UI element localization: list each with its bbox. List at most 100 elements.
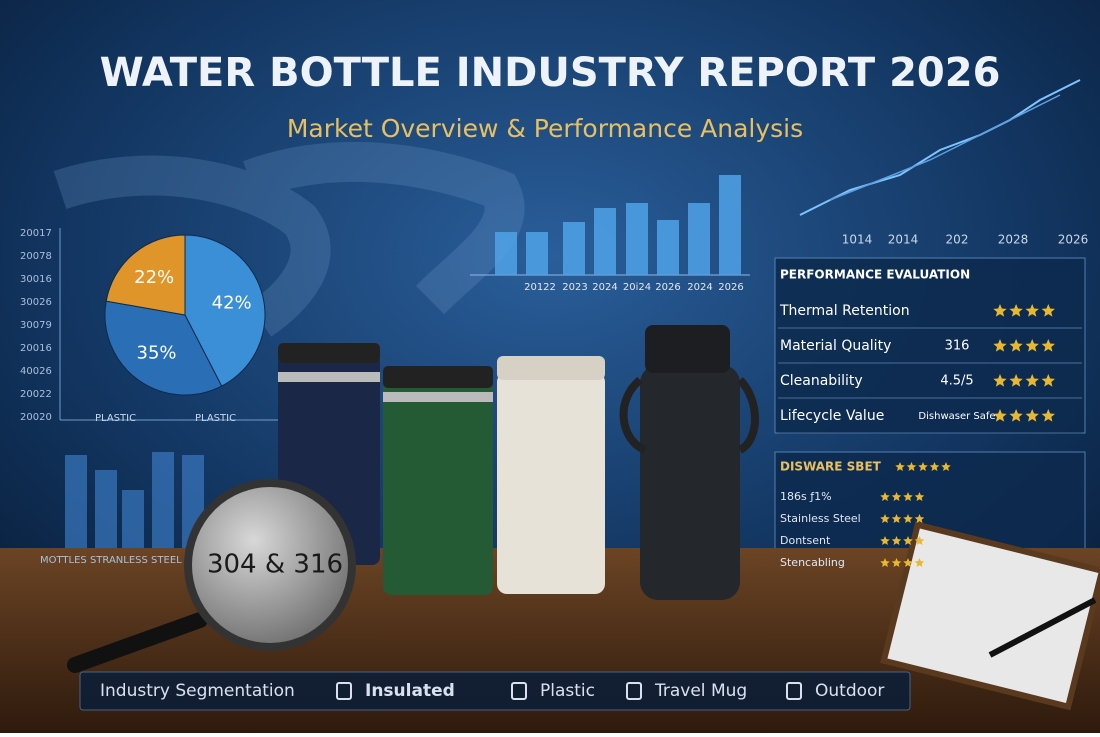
star [903, 536, 913, 546]
star [1041, 304, 1055, 317]
clipboard [880, 521, 1100, 711]
star [1009, 304, 1023, 317]
title: WATER BOTTLE INDUSTRY REPORT 2026 [100, 50, 1001, 96]
nav-icon [626, 682, 642, 700]
star [1041, 339, 1055, 352]
axis-label: 30016 [20, 274, 52, 285]
nav-bar [79, 671, 911, 711]
star [895, 462, 905, 472]
row-label: Thermal Retention [779, 303, 910, 319]
nav-icon [786, 682, 802, 700]
axis-label: 20022 [20, 389, 52, 400]
row-detail: 4.5/5 [940, 374, 973, 389]
row-detail: 316 [945, 339, 970, 354]
axis-label: 20020 [20, 412, 52, 423]
row-label: Lifecycle Value [780, 408, 884, 424]
axis-label: 30026 [20, 297, 52, 308]
star [1009, 374, 1023, 387]
star [918, 462, 928, 472]
bar-label: 2026 [718, 282, 743, 293]
pie-slice [184, 234, 266, 387]
star [903, 492, 913, 502]
magnifier-handle [67, 612, 208, 673]
panel-title: PERFORMANCE EVALUATION [780, 268, 970, 282]
row-detail: Dishwaser Safe [918, 411, 995, 422]
star [903, 558, 913, 568]
panel2-row: Stainless Steel [780, 512, 861, 525]
star [914, 558, 925, 568]
star [993, 374, 1007, 387]
line-label: 2014 [888, 233, 919, 247]
star [1041, 409, 1055, 422]
bar-label: 2026 [655, 282, 680, 293]
star [1025, 304, 1039, 317]
star [880, 558, 890, 568]
pen [988, 597, 1097, 658]
star [1041, 374, 1055, 387]
nav-icon [511, 682, 527, 700]
axis-label: 20017 [20, 228, 52, 239]
axis-label: 40026 [20, 366, 52, 377]
star [993, 339, 1007, 352]
star [1009, 409, 1023, 422]
star [880, 514, 890, 524]
star [929, 462, 940, 472]
left-bars-caption: MOTTLES STRANLESS STEEL [40, 555, 182, 566]
bar-label: 2024 [687, 282, 712, 293]
axis-label: 30079 [20, 320, 52, 331]
nav-item[interactable]: Industry Segmentation [100, 681, 295, 701]
line-label: 2026 [1058, 233, 1089, 247]
pie-label: 22% [134, 267, 174, 288]
magnifier-text: 304 & 316 [207, 550, 343, 580]
star [906, 462, 917, 472]
line-label: 2028 [998, 233, 1029, 247]
line-label: 1014 [842, 233, 873, 247]
line-label: 202 [946, 233, 969, 247]
star [891, 492, 902, 502]
panel2-row: Dontsent [780, 534, 831, 547]
subtitle: Market Overview & Performance Analysis [287, 114, 803, 143]
pie-legend: PLASTIC [95, 413, 136, 424]
bar-label: 2024 [592, 282, 617, 293]
nav-item[interactable]: Plastic [540, 681, 595, 701]
world-map [53, 141, 525, 337]
star [1009, 339, 1023, 352]
star [891, 558, 902, 568]
trend-line [799, 79, 1081, 216]
panel2-row: 186s ƒ1% [780, 490, 832, 503]
magnifier-lens [184, 479, 356, 651]
star [941, 462, 951, 472]
nav-item[interactable]: Travel Mug [654, 681, 747, 701]
star [1025, 339, 1039, 352]
star [914, 492, 925, 502]
star [993, 409, 1007, 422]
star [891, 536, 902, 546]
star [1025, 374, 1039, 387]
bar-label: 20122 [524, 282, 556, 293]
row-label: Material Quality [780, 338, 891, 354]
bar-label: 20i24 [623, 282, 651, 293]
star [993, 304, 1007, 317]
panel-title: DISWARE SBET [780, 460, 882, 474]
star [891, 514, 902, 524]
bar-label: 2023 [562, 282, 587, 293]
nav-item[interactable]: Insulated [365, 681, 455, 701]
pie-slice [104, 300, 223, 396]
star [1025, 409, 1039, 422]
bar-chart [495, 175, 741, 275]
pie-label: 42% [212, 293, 252, 314]
nav-icon [336, 682, 352, 700]
pie-legend: PLASTIC [195, 413, 236, 424]
panel2-row: Stencabling [780, 556, 845, 569]
row-label: Cleanability [780, 373, 863, 389]
star [880, 536, 890, 546]
axis-label: 20016 [20, 343, 52, 354]
nav-item[interactable]: Outdoor [815, 681, 884, 701]
pie-label: 35% [137, 343, 177, 364]
trend-line-2 [829, 94, 1061, 201]
star [903, 514, 913, 524]
star [880, 492, 890, 502]
axis-label: 20078 [20, 251, 52, 262]
